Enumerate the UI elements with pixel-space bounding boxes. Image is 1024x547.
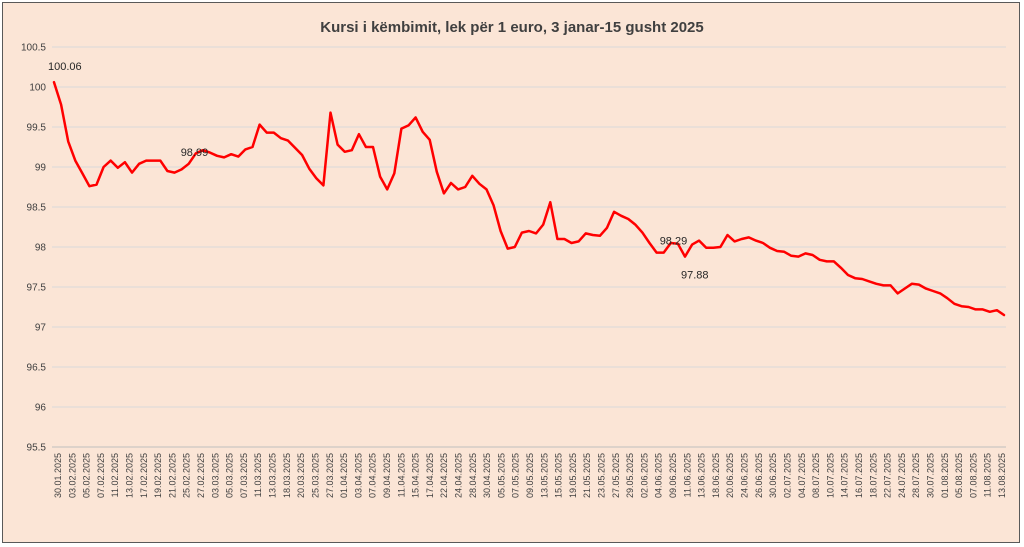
x-tick-label: 03.03.2025 xyxy=(210,453,220,498)
x-tick-label: 04.06.2025 xyxy=(654,453,664,498)
x-tick-label: 05.03.2025 xyxy=(225,453,235,498)
x-tick-label: 08.07.2025 xyxy=(811,453,821,498)
x-tick-label: 27.05.2025 xyxy=(611,453,621,498)
x-tick-label: 25.03.2025 xyxy=(310,453,320,498)
x-tick-label: 13.06.2025 xyxy=(697,453,707,498)
x-tick-label: 18.06.2025 xyxy=(711,453,721,498)
x-tick-label: 28.04.2025 xyxy=(468,453,478,498)
data-label: 97.88 xyxy=(681,270,709,282)
y-tick-label: 99.5 xyxy=(27,123,47,134)
x-tick-label: 23.05.2025 xyxy=(597,453,607,498)
x-tick-label: 11.04.2025 xyxy=(396,453,406,497)
y-tick-label: 95.5 xyxy=(27,443,47,454)
data-label: 100.06 xyxy=(48,61,82,73)
data-label: 98.29 xyxy=(660,236,688,248)
y-axis-ticks: 95.5 96 96.5 97 97.5 98 98.5 99 99.5 100 100.5 xyxy=(21,43,46,454)
x-tick-label: 30.07.2025 xyxy=(925,453,935,498)
chart-title: Kursi i këmbimit, lek për 1 euro, 3 jana… xyxy=(320,19,703,36)
series-line xyxy=(52,80,1006,317)
x-tick-label: 18.03.2025 xyxy=(282,453,292,498)
y-tick-label: 96 xyxy=(35,403,47,414)
x-tick-label: 24.06.2025 xyxy=(740,453,750,498)
x-tick-label: 11.02.2025 xyxy=(110,453,120,497)
y-tick-label: 97.5 xyxy=(27,283,47,294)
x-tick-label: 15.05.2025 xyxy=(554,453,564,498)
x-tick-label: 01.08.2025 xyxy=(940,453,950,498)
x-tick-label: 09.04.2025 xyxy=(382,453,392,498)
x-tick-label: 25.02.2025 xyxy=(182,453,192,498)
x-tick-label: 01.04.2025 xyxy=(339,453,349,498)
x-tick-label: 11.03.2025 xyxy=(253,453,263,497)
y-tick-label: 98.5 xyxy=(27,203,47,214)
x-tick-label: 15.04.2025 xyxy=(411,453,421,498)
x-tick-label: 26.06.2025 xyxy=(754,453,764,498)
y-tick-label: 100 xyxy=(29,83,46,94)
x-tick-label: 20.03.2025 xyxy=(296,453,306,498)
x-tick-label: 02.06.2025 xyxy=(639,453,649,498)
x-tick-label: 27.03.2025 xyxy=(325,453,335,498)
x-tick-label: 05.02.2025 xyxy=(82,453,92,498)
x-tick-label: 02.07.2025 xyxy=(782,453,792,498)
y-tick-label: 97 xyxy=(35,323,47,334)
x-tick-label: 28.07.2025 xyxy=(911,453,921,498)
x-tick-label: 18.07.2025 xyxy=(868,453,878,498)
x-tick-label: 22.07.2025 xyxy=(883,453,893,498)
x-tick-label: 05.08.2025 xyxy=(954,453,964,498)
x-tick-label: 22.04.2025 xyxy=(439,453,449,498)
x-tick-label: 27.02.2025 xyxy=(196,453,206,498)
x-tick-label: 20.06.2025 xyxy=(725,453,735,498)
y-tick-label: 96.5 xyxy=(27,363,47,374)
x-tick-label: 17.02.2025 xyxy=(139,453,149,498)
gridlines xyxy=(52,46,1006,448)
x-tick-label: 07.08.2025 xyxy=(968,453,978,498)
x-tick-label: 07.05.2025 xyxy=(511,453,521,498)
x-tick-label: 24.04.2025 xyxy=(453,453,463,498)
x-tick-label: 30.06.2025 xyxy=(768,453,778,498)
x-tick-label: 29.05.2025 xyxy=(625,453,635,498)
x-tick-label: 03.02.2025 xyxy=(67,453,77,498)
x-axis-ticks: 30.01.2025 03.02.2025 05.02.2025 07.02.2025… xyxy=(53,453,1007,498)
x-tick-label: 21.02.2025 xyxy=(167,453,177,498)
x-tick-label: 13.08.2025 xyxy=(997,453,1007,498)
x-tick-label: 09.06.2025 xyxy=(668,453,678,498)
data-labels: 100.06 98.99 98.29 97.88 97.15 xyxy=(48,3,1015,282)
x-tick-label: 03.04.2025 xyxy=(353,453,363,498)
data-label: 98.99 xyxy=(181,147,209,159)
x-tick-label: 24.07.2025 xyxy=(897,453,907,498)
x-tick-label: 11.08.2025 xyxy=(983,453,993,497)
series-layer xyxy=(52,80,1006,317)
x-tick-label: 07.02.2025 xyxy=(96,453,106,498)
x-tick-label: 16.07.2025 xyxy=(854,453,864,498)
x-tick-label: 07.04.2025 xyxy=(368,453,378,498)
y-tick-label: 100.5 xyxy=(21,43,46,54)
x-tick-label: 19.02.2025 xyxy=(153,453,163,498)
x-tick-label: 30.01.2025 xyxy=(53,453,63,498)
x-tick-label: 13.05.2025 xyxy=(539,453,549,498)
x-tick-label: 21.05.2025 xyxy=(582,453,592,498)
x-tick-label: 13.03.2025 xyxy=(268,453,278,498)
x-tick-label: 10.07.2025 xyxy=(825,453,835,498)
x-tick-label: 04.07.2025 xyxy=(797,453,807,498)
x-tick-label: 13.02.2025 xyxy=(125,453,135,498)
x-tick-label: 14.07.2025 xyxy=(840,453,850,498)
x-tick-label: 07.03.2025 xyxy=(239,453,249,498)
x-tick-label: 11.06.2025 xyxy=(682,453,692,497)
y-tick-label: 98 xyxy=(35,243,47,254)
x-tick-label: 30.04.2025 xyxy=(482,453,492,498)
y-tick-label: 99 xyxy=(35,163,47,174)
x-tick-label: 19.05.2025 xyxy=(568,453,578,498)
line-chart: Kursi i këmbimit, lek për 1 euro, 3 jana… xyxy=(21,3,1015,498)
x-tick-label: 17.04.2025 xyxy=(425,453,435,498)
data-label: 97.15 xyxy=(987,3,1015,6)
x-tick-label: 05.05.2025 xyxy=(496,453,506,498)
x-tick-label: 09.05.2025 xyxy=(525,453,535,498)
